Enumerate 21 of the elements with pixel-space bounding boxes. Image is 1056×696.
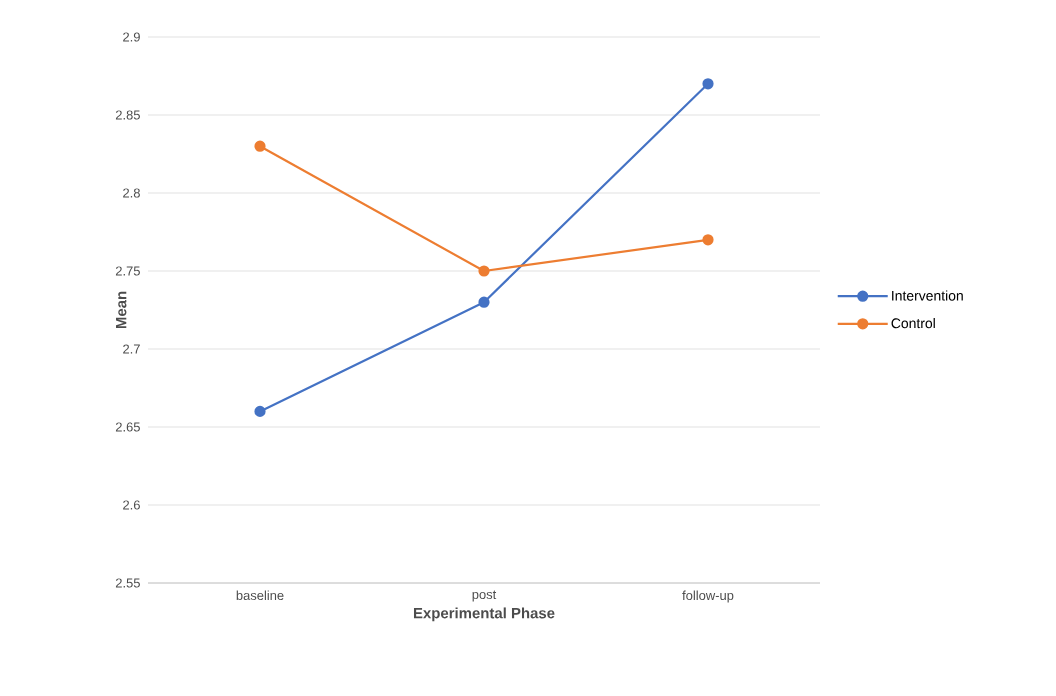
point	[702, 78, 714, 90]
point	[702, 234, 714, 246]
y-tick-label: 2.85	[115, 110, 140, 120]
y-tick-label: 2.75	[115, 266, 140, 276]
point	[254, 405, 266, 417]
point	[254, 140, 266, 152]
x-tick-label: post	[472, 590, 497, 602]
y-tick-label: 2.7	[123, 344, 140, 354]
y-tick-label: 2.9	[123, 32, 140, 42]
x-axis-title: Experimental Phase	[413, 607, 555, 622]
point	[478, 265, 490, 277]
x-tick-label: baseline	[236, 590, 284, 601]
point	[478, 296, 490, 308]
legend-label: Control	[891, 317, 935, 329]
y-tick-label: 2.55	[115, 578, 140, 588]
legend-label: Intervention	[892, 290, 963, 301]
y-tick-label: 2.65	[115, 422, 140, 432]
y-tick-label: 2.6	[123, 500, 140, 510]
x-tick-label: follow-up	[682, 590, 734, 603]
y-axis-title: Mean	[116, 291, 127, 329]
y-tick-label: 2.8	[123, 188, 140, 198]
